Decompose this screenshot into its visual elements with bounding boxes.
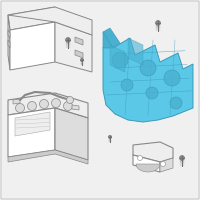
Polygon shape	[8, 30, 10, 38]
Polygon shape	[128, 38, 143, 65]
Circle shape	[52, 98, 60, 108]
Circle shape	[138, 156, 142, 160]
Circle shape	[146, 87, 158, 99]
Polygon shape	[103, 32, 113, 48]
Circle shape	[170, 97, 182, 109]
Polygon shape	[8, 15, 10, 70]
Polygon shape	[103, 32, 193, 122]
Polygon shape	[72, 105, 79, 110]
Polygon shape	[15, 112, 50, 136]
Circle shape	[156, 21, 160, 25]
Polygon shape	[13, 99, 20, 104]
Circle shape	[121, 79, 133, 91]
Circle shape	[180, 156, 184, 160]
Polygon shape	[103, 28, 120, 48]
Polygon shape	[160, 158, 173, 172]
Polygon shape	[75, 37, 83, 45]
Polygon shape	[133, 155, 160, 172]
Circle shape	[40, 99, 48, 108]
Polygon shape	[8, 108, 55, 157]
Circle shape	[140, 60, 156, 76]
Polygon shape	[133, 142, 173, 162]
Polygon shape	[75, 50, 83, 58]
Circle shape	[66, 38, 70, 42]
Circle shape	[28, 102, 36, 110]
Circle shape	[160, 162, 166, 166]
Polygon shape	[55, 22, 92, 72]
Circle shape	[80, 58, 84, 62]
Circle shape	[112, 52, 128, 68]
Polygon shape	[8, 93, 88, 118]
Circle shape	[16, 104, 24, 112]
Polygon shape	[8, 7, 92, 35]
Circle shape	[66, 97, 74, 104]
Circle shape	[164, 70, 180, 86]
Polygon shape	[110, 45, 125, 72]
Polygon shape	[8, 40, 10, 48]
Circle shape	[64, 102, 72, 110]
Polygon shape	[55, 108, 88, 160]
Polygon shape	[8, 150, 88, 164]
Circle shape	[108, 135, 112, 139]
Polygon shape	[136, 164, 160, 172]
Polygon shape	[10, 22, 55, 70]
Polygon shape	[8, 7, 55, 30]
